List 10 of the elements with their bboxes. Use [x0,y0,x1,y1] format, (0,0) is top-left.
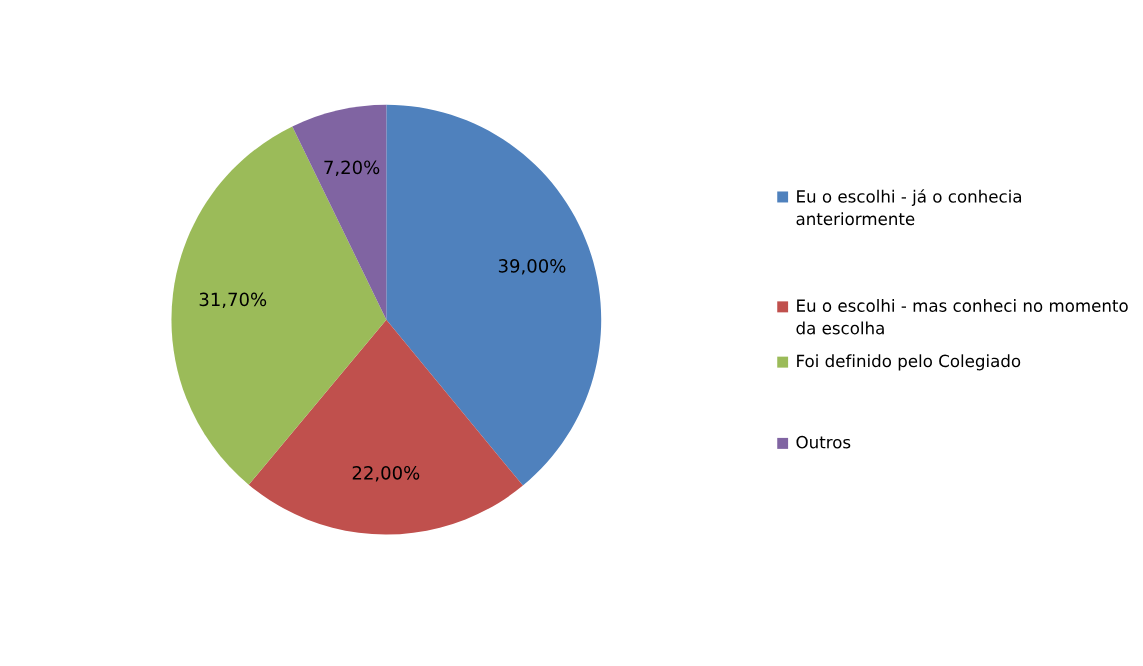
data-label: 31,70% [199,292,267,309]
data-label: 7,20% [324,160,380,176]
data-label: 39,00% [498,259,566,275]
data-label: 22,00% [352,465,420,482]
pie-slice [292,104,387,320]
legend-label: Eu o escolhi - mas conheci no momento da escolha [796,299,1128,335]
legend-label: Foi definido pelo Colegiado [797,354,1021,371]
legend-label: Outros [796,435,851,449]
pie-slice [248,319,523,535]
legend-label: Eu o escolhi - já o conhecia anteriormente [796,189,1022,226]
